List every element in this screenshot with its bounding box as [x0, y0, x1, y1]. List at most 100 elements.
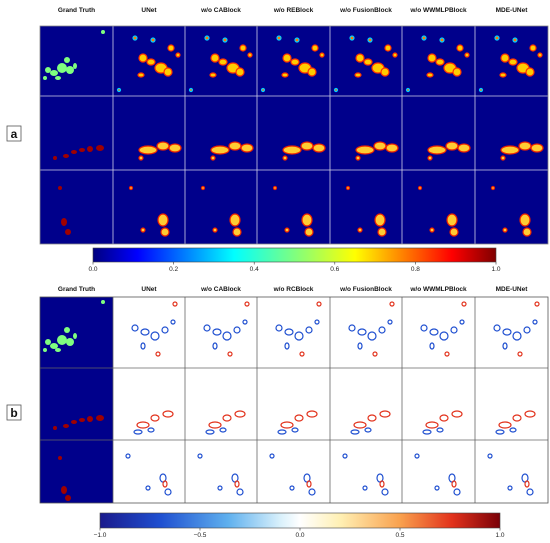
heatmap-blob: [281, 72, 289, 78]
heatmap-blob: [426, 72, 434, 78]
heatmap-blob: [79, 418, 85, 422]
heatmap-blob: [87, 416, 93, 422]
heatmap-blob: [436, 427, 444, 433]
heatmap-blob: [101, 300, 105, 304]
heatmap-blob: [363, 58, 373, 66]
heatmap-blob: [205, 429, 215, 435]
heatmap-blob: [275, 324, 283, 332]
heatmap-blob: [445, 141, 459, 151]
heatmap-blob: [500, 53, 510, 63]
heatmap-blob: [57, 335, 67, 345]
heatmap-blob: [502, 342, 508, 350]
heatmap-blob: [299, 351, 305, 357]
heatmap-blob: [210, 145, 230, 155]
heatmap-blob: [209, 72, 217, 78]
heatmap-blob: [161, 326, 169, 334]
heatmap-blob: [162, 480, 168, 488]
heatmap-blob: [348, 324, 356, 332]
heatmap-blob: [342, 453, 348, 459]
heatmap-blob: [282, 145, 302, 155]
grid-border: [39, 296, 549, 504]
heatmap-blob: [212, 328, 222, 336]
panel-b-column-header: w/o WWMLPBlock: [409, 286, 467, 293]
heatmap-blob: [316, 301, 322, 307]
panel-b-image-grid: [40, 297, 548, 503]
heatmap-blob: [146, 58, 156, 66]
heatmap-blob: [282, 155, 288, 161]
heatmap-blob: [392, 52, 398, 58]
heatmap-blob: [133, 429, 143, 435]
heatmap-blob: [434, 485, 440, 491]
heatmap-blob: [150, 37, 156, 43]
colorbar-tick-label: 0.0: [88, 266, 97, 273]
heatmap-blob: [502, 227, 508, 233]
heatmap-blob: [280, 421, 294, 429]
heatmap-blob: [128, 185, 134, 191]
heatmap-blob: [429, 342, 435, 350]
heatmap-blob: [50, 70, 58, 76]
colorbar-tick-label: 1.0: [495, 532, 504, 539]
heatmap-blob: [57, 63, 67, 73]
panel-a-label: a: [11, 127, 18, 141]
panel-a-column-header: w/o FusionBlock: [339, 7, 392, 14]
heatmap-blob: [64, 57, 70, 63]
heatmap-blob: [354, 72, 362, 78]
heatmap-blob: [244, 301, 250, 307]
heatmap-blob: [345, 185, 351, 191]
heatmap-blob: [282, 53, 292, 63]
heatmap-blob: [461, 301, 467, 307]
heatmap-blob: [357, 342, 363, 350]
panel-a-label-box: [6, 125, 22, 142]
heatmap-blob: [532, 319, 538, 325]
heatmap-blob: [232, 227, 242, 237]
heatmap-blob: [312, 143, 326, 153]
grid-border: [39, 25, 549, 245]
heatmap-blob: [229, 213, 241, 227]
heatmap-blob: [451, 480, 457, 488]
heatmap-blob: [204, 35, 210, 41]
heatmap-blob: [524, 480, 530, 488]
heatmap-blob: [537, 52, 543, 58]
heatmap-blob: [444, 351, 450, 357]
panel-a-column-header: w/o CABlock: [200, 7, 241, 14]
colorbar-tick-label: 1.0: [491, 266, 500, 273]
heatmap-blob: [446, 213, 458, 227]
heatmap-blob: [291, 427, 299, 433]
heatmap-blob: [96, 415, 104, 421]
heatmap-blob: [512, 414, 522, 422]
heatmap-blob: [499, 72, 507, 78]
heatmap-blob: [530, 143, 544, 153]
heatmap-blob: [155, 351, 161, 357]
heatmap-blob: [175, 52, 181, 58]
heatmap-blob: [435, 58, 445, 66]
colorbar-tick-label: 0.5: [395, 532, 404, 539]
panel-a-column-header: UNet: [141, 7, 157, 14]
heatmap-blob: [512, 37, 518, 43]
heatmap-blob: [523, 326, 531, 334]
heatmap-blob: [333, 87, 339, 93]
heatmap-blob: [508, 58, 518, 66]
heatmap-blob: [502, 328, 512, 336]
heatmap-blob: [170, 319, 176, 325]
heatmap-blob: [495, 429, 505, 435]
heatmap-blob: [131, 324, 139, 332]
heatmap-blob: [457, 143, 471, 153]
colorbar-tick-label: −1.0: [94, 532, 107, 539]
heatmap-blob: [378, 326, 386, 334]
panel-b: Grand Truth UNet w/o CABlock w/o RCBlock w/o…: [6, 286, 549, 539]
heatmap-blob: [512, 331, 522, 341]
heatmap-blob: [65, 495, 71, 501]
heatmap-blob: [524, 410, 536, 418]
heatmap-blob: [79, 148, 85, 152]
heatmap-blob: [63, 424, 69, 428]
heatmap-blob: [439, 331, 449, 341]
heatmap-blob: [319, 52, 325, 58]
heatmap-blob: [137, 72, 145, 78]
heatmap-blob: [456, 44, 464, 52]
colorbar-tick-label: 0.2: [169, 266, 178, 273]
heatmap-blob: [284, 227, 290, 233]
heatmap-blob: [305, 326, 313, 334]
panel-b-grid-lines: [39, 296, 549, 504]
heatmap-blob: [308, 488, 316, 496]
heatmap-blob: [452, 67, 462, 77]
